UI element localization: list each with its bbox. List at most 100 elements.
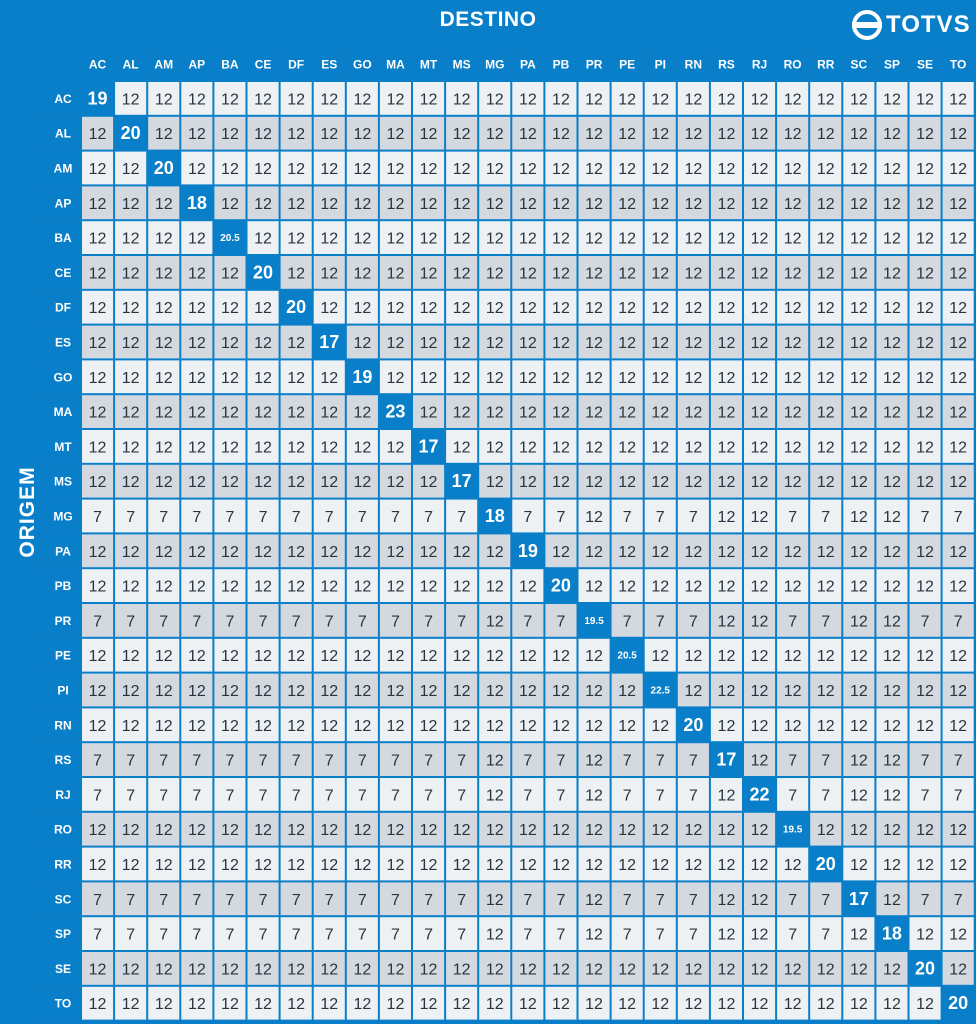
- cell-value: 12: [453, 265, 471, 282]
- table-cell: [115, 221, 147, 254]
- diagonal-cell: [744, 778, 776, 811]
- table-cell: [214, 360, 246, 394]
- cell-value: 7: [358, 509, 367, 526]
- cell-value: 12: [420, 544, 438, 561]
- cell-value: 7: [921, 753, 930, 770]
- table-cell: [744, 952, 776, 985]
- cell-value: 12: [353, 91, 371, 108]
- table-cell: [479, 952, 511, 985]
- cell-value: 12: [916, 822, 934, 839]
- table-cell: [346, 116, 378, 150]
- cell-value: 12: [684, 961, 702, 978]
- cell-value: 17: [716, 750, 736, 770]
- cell-value: 12: [486, 787, 504, 804]
- cell-value: 12: [718, 892, 736, 909]
- table-cell: [644, 430, 676, 463]
- cell-value: 12: [916, 335, 934, 352]
- cell-value: 20: [816, 854, 836, 874]
- cell-value: 12: [287, 683, 305, 700]
- table-cell: [313, 186, 345, 220]
- cell-value: 12: [353, 405, 371, 422]
- cell-value: 12: [89, 648, 107, 665]
- cell-value: 7: [656, 509, 665, 526]
- table-cell: [115, 952, 147, 985]
- table-cell: [710, 82, 742, 115]
- table-cell: [413, 464, 445, 498]
- cell-value: 12: [519, 474, 537, 491]
- cell-value: 12: [751, 753, 769, 770]
- table-cell: [313, 986, 345, 1020]
- cell-value: 7: [93, 927, 102, 944]
- table-cell: [876, 151, 908, 185]
- table-cell: [247, 743, 279, 776]
- table-cell: [479, 534, 511, 568]
- cell-value: 12: [949, 648, 967, 665]
- column-header-cell: [280, 48, 312, 80]
- cell-value: 12: [188, 961, 206, 978]
- table-cell: [346, 464, 378, 498]
- table-cell: [479, 986, 511, 1020]
- cell-value: 12: [519, 579, 537, 596]
- cell-value: 20: [286, 297, 306, 317]
- diagonal-cell: [876, 917, 908, 950]
- corner-cell: [46, 48, 80, 80]
- table-cell: [379, 882, 411, 916]
- cell-value: 12: [254, 579, 272, 596]
- cell-value: 12: [155, 996, 173, 1013]
- cell-value: 12: [751, 265, 769, 282]
- cell-value: 12: [585, 892, 603, 909]
- table-cell: [82, 917, 114, 950]
- cell-value: 20: [551, 576, 571, 596]
- table-cell: [710, 638, 742, 672]
- row-header-cell: [46, 256, 80, 289]
- table-cell: [677, 604, 709, 637]
- table-cell: [148, 952, 180, 985]
- cell-value: 12: [188, 996, 206, 1013]
- table-cell: [611, 325, 643, 359]
- table-cell: [280, 743, 312, 776]
- table-cell: [148, 847, 180, 881]
- cell-value: 12: [320, 579, 338, 596]
- table-cell: [313, 534, 345, 568]
- column-header-cell: [181, 48, 213, 80]
- table-cell: [512, 464, 544, 498]
- row-header-label: SE: [55, 962, 71, 976]
- cell-value: 12: [486, 91, 504, 108]
- table-cell: [942, 847, 974, 881]
- cell-value: 12: [618, 126, 636, 143]
- table-cell: [611, 395, 643, 428]
- table-cell: [677, 812, 709, 846]
- cell-value: 12: [420, 370, 438, 387]
- cell-value: 7: [358, 787, 367, 804]
- table-cell: [181, 151, 213, 185]
- table-cell: [247, 395, 279, 428]
- cell-value: 12: [651, 370, 669, 387]
- diagonal-cell: [346, 360, 378, 394]
- cell-value: 12: [320, 91, 338, 108]
- table-cell: [644, 499, 676, 533]
- row-header-cell: [46, 534, 80, 568]
- cell-value: 12: [486, 927, 504, 944]
- cell-value: 7: [689, 753, 698, 770]
- table-cell: [578, 151, 610, 185]
- table-cell: [744, 256, 776, 289]
- cell-value: 7: [954, 613, 963, 630]
- table-cell: [710, 256, 742, 289]
- cell-value: 12: [287, 231, 305, 248]
- cell-value: 18: [187, 193, 207, 213]
- cell-value: 7: [126, 927, 135, 944]
- cell-value: 12: [254, 857, 272, 874]
- diagonal-cell: [578, 604, 610, 637]
- cell-value: 7: [225, 753, 234, 770]
- table-cell: [115, 882, 147, 916]
- table-cell: [876, 778, 908, 811]
- table-cell: [446, 116, 478, 150]
- cell-value: 12: [387, 161, 405, 178]
- table-cell: [313, 812, 345, 846]
- table-cell: [909, 812, 941, 846]
- table-cell: [942, 82, 974, 115]
- cell-value: 12: [155, 300, 173, 317]
- row-header-label: AL: [55, 127, 71, 141]
- cell-value: 12: [949, 961, 967, 978]
- table-cell: [280, 638, 312, 672]
